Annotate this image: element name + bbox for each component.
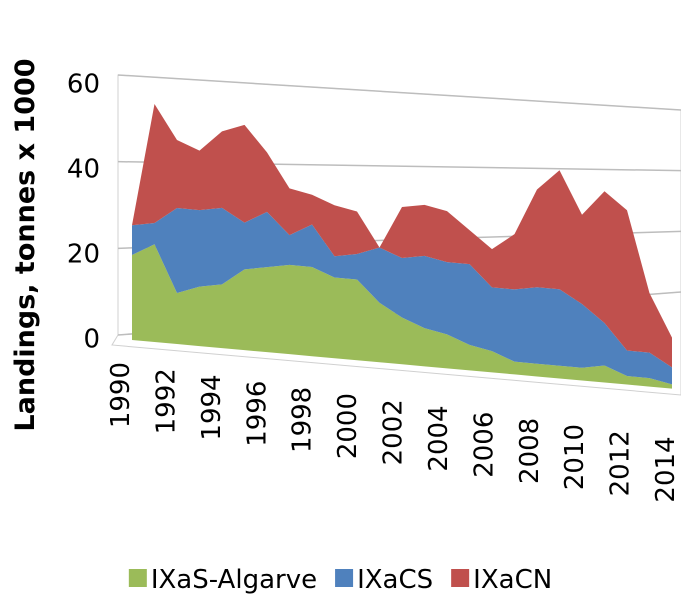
legend-swatch [451, 569, 470, 587]
y-axis-title: Landings, tonnes x 1000 [10, 58, 41, 431]
y-tick-label: 40 [67, 155, 100, 185]
legend-label: IXaCN [473, 565, 552, 595]
y-tick-label: 0 [83, 325, 100, 355]
x-tick-label: 1994 [197, 374, 227, 440]
legend-label: IXaCS [357, 565, 433, 595]
x-tick-label: 1992 [151, 368, 181, 434]
x-tick-label: 2006 [469, 412, 499, 478]
x-tick-label: 2008 [515, 418, 545, 484]
x-tick-label: 1990 [106, 362, 136, 428]
legend-swatch [128, 569, 147, 587]
x-tick-label: 2010 [560, 424, 590, 490]
area [132, 244, 672, 389]
y-tick-label: 60 [67, 70, 100, 100]
x-tick-label: 1998 [288, 387, 318, 453]
x-tick-label: 2014 [651, 436, 681, 502]
x-tick-label: 2012 [606, 430, 636, 496]
legend: IXaS-Algarve IXaCS IXaCN [128, 565, 552, 595]
area [132, 104, 672, 368]
x-tick-label: 1996 [242, 381, 272, 447]
x-tick-label: 2004 [424, 405, 454, 471]
area [132, 207, 672, 385]
x-tick-label: 2002 [379, 399, 409, 465]
legend-label: IXaS-Algarve [151, 565, 317, 595]
y-tick-label: 20 [67, 240, 100, 270]
x-tick-label: 2000 [333, 393, 363, 459]
grid-line [117, 74, 681, 111]
legend-swatch [335, 569, 354, 587]
